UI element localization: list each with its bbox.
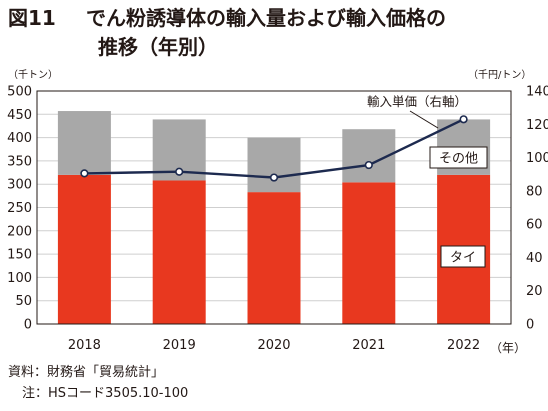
bars (57, 111, 491, 324)
y-left-tick-label: 300 (7, 178, 32, 193)
price-point (364, 160, 373, 170)
legend-label-thai-box (440, 245, 486, 268)
price-point (459, 115, 468, 124)
bar-thai (247, 192, 301, 324)
y-right-tick-label: 140 (526, 85, 548, 100)
y-right-tick-label: 60 (526, 218, 543, 233)
chart-footer: 資料：財務省「貿易統計」 注：HSコード3505.10-100 (8, 362, 188, 404)
y-right-tick-label: 0 (526, 318, 534, 333)
price-label-leader (409, 110, 439, 129)
y-right-tick-label: 100 (526, 151, 548, 166)
hs-code-note: 注：HSコード3505.10-100 (22, 386, 189, 401)
price-point (175, 167, 184, 176)
y-left-tick-label: 50 (15, 294, 32, 309)
y-left-tick-label: 0 (24, 318, 32, 333)
bar-thai (57, 174, 111, 324)
x-tick-label: 2021 (352, 338, 385, 353)
price-line-label: 輸入単価（右軸） (367, 94, 467, 109)
plot-frame (36, 90, 512, 325)
y-right-tick-label: 120 (526, 118, 548, 133)
x-unit: （年） (490, 341, 526, 355)
x-tick-label: 2020 (257, 338, 290, 353)
figure-title-line2: 推移（年別） (98, 35, 218, 59)
y-right-tick-label: 80 (526, 184, 543, 199)
price-point (80, 169, 89, 178)
y-right-tick-label: 40 (526, 251, 543, 266)
x-tick-label: 2019 (163, 338, 196, 353)
y-left-tick-label: 450 (7, 108, 32, 123)
y-left-tick-label: 150 (7, 248, 32, 263)
legend-label-other-box (429, 146, 488, 169)
bar-other (57, 111, 111, 175)
y-left-tick-label: 250 (7, 201, 32, 216)
source-note: 資料：財務省「貿易統計」 (8, 365, 165, 380)
price-line (80, 115, 468, 182)
y-right-unit: （千円/トン） (468, 69, 531, 81)
y-left-tick-label: 500 (7, 85, 32, 100)
legend-label-thai: タイ (450, 251, 476, 266)
figure-title: 図11 でん粉誘導体の輸入量および輸入価格の 推移（年別） (8, 4, 544, 62)
bar-thai (152, 180, 206, 324)
bar-thai (342, 182, 396, 324)
price-point (269, 173, 279, 182)
y-left-tick-label: 200 (7, 224, 32, 239)
y-left-tick-label: 100 (7, 271, 32, 286)
legend-label-other: その他 (439, 152, 478, 167)
bar-other (247, 137, 301, 193)
y-left-unit: （千トン） (8, 69, 58, 81)
x-tick-label: 2022 (447, 338, 480, 353)
y-left-tick-label: 350 (7, 154, 32, 169)
y-right-tick-label: 20 (526, 284, 543, 299)
y-left-tick-label: 400 (7, 131, 32, 146)
axes: 0 50 100 150 200 250 300 350 400 450 500 0 20 40 60 80 1… (7, 85, 548, 354)
x-tick-label: 2018 (68, 338, 101, 353)
figure-number: 図11 (8, 6, 56, 30)
figure-title-line1: でん粉誘導体の輸入量および輸入価格の (86, 6, 446, 30)
